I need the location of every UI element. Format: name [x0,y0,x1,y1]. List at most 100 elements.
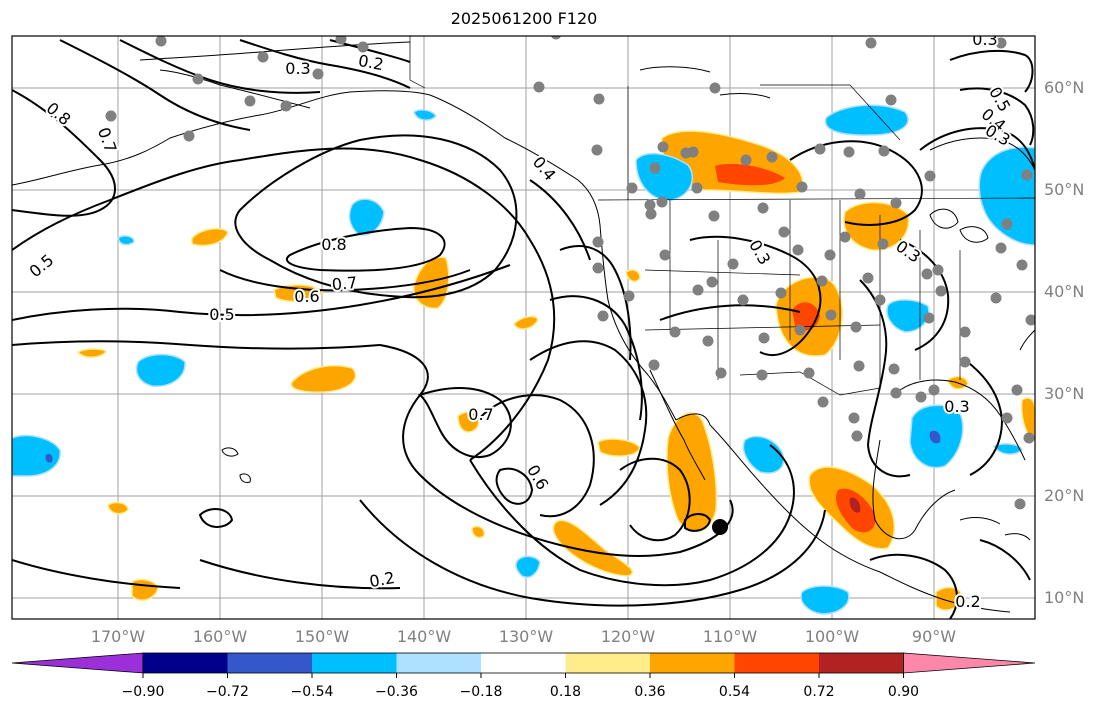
anomaly-patch [625,269,641,283]
station-dot [550,36,562,40]
station-dot [623,290,635,302]
positive-anomaly-fills [76,130,1035,611]
colorbar-tick-label: −0.18 [459,684,503,700]
station-dot [924,170,936,182]
map-content: 0.20.30.80.70.50.80.70.60.50.70.60.20.40… [12,36,1035,619]
colorbar-arrow-high [903,652,1036,674]
latitude-label: 40°N [1044,282,1085,301]
station-dot [862,272,874,284]
colorbar-segment [227,653,313,673]
station-dot [280,100,292,112]
contour-line [219,269,471,292]
contour-label: 0.8 [321,235,346,254]
colorbar-tick-label: 0.54 [718,684,751,700]
contour-line [859,279,911,478]
contour-line [12,340,381,350]
contour-line [12,559,181,589]
station-dot [816,275,828,287]
contour-line [899,239,950,351]
station-dot [817,396,829,408]
longitude-label: 100°W [804,627,860,646]
station-dot [1001,218,1013,230]
station-dot [533,81,545,93]
contour-line [418,387,512,458]
colorbar-segment [819,653,904,673]
station-dot [843,146,855,158]
anomaly-patch [1020,397,1035,441]
station-dot [959,326,971,338]
latitude-label: 50°N [1044,180,1085,199]
station-dot [1014,498,1026,510]
contour-line [12,147,556,461]
station-dot [824,249,836,261]
contour-line [959,87,1035,146]
station-dot [1011,384,1023,396]
colorbar-outline [142,652,904,674]
negative-anomaly-fills [12,104,1035,615]
colorbar-segment [143,653,228,673]
contour-line [619,457,691,542]
contour-line [495,467,534,505]
anomaly-patch [76,348,107,358]
graticule [12,36,1035,619]
colorbar-tick-label: 0.90 [887,684,920,700]
anomaly-patch [117,235,135,246]
station-dot [825,309,837,321]
contour-label: 0.3 [285,59,310,78]
contour-line [469,444,795,587]
contour-line [199,559,401,590]
anomaly-patch [457,411,480,433]
anomaly-patch [843,201,910,251]
colorbar-tick-label: −0.36 [375,684,418,700]
station-dot [659,249,671,261]
contour-line [234,134,518,299]
station-dot [597,310,609,322]
station-dot [775,287,787,299]
contour-line [477,394,595,518]
colorbar-arrow-low [11,652,144,674]
colorbar [11,652,1036,678]
colorbar-tick-label: 0.18 [549,684,582,700]
colorbar-tick-label: −0.72 [206,684,249,700]
station-dot [709,82,721,94]
contour-line [559,245,632,361]
contour-line [659,304,801,321]
station-dot [715,367,727,379]
station-dot [915,391,927,403]
station-dot [757,202,769,214]
station-dot [792,244,804,256]
colorbar-segment [650,653,735,673]
station-dot [839,231,851,243]
station-dot [794,324,806,336]
contour-line [12,264,511,321]
colorbar-tick-label: 0.72 [803,684,835,700]
colorbar-segment [734,653,820,673]
contour-line [529,179,591,261]
longitude-label: 110°W [702,627,758,646]
contour-line [869,553,958,619]
station-dot [105,110,117,122]
contour-label: 0.2 [357,51,385,74]
anomaly-patch [515,555,541,578]
station-dot [848,412,860,424]
anomaly-patch [800,585,850,615]
anomaly-patch [12,434,61,477]
coastlines [12,41,1035,613]
longitude-label: 150°W [294,627,350,646]
anomaly-patch [666,412,718,533]
anomaly-patch [824,104,909,136]
station-dot [865,37,877,49]
longitude-label: 120°W [600,627,656,646]
station-dot [850,321,862,333]
station-dot [649,162,661,174]
station-dot [928,384,940,396]
contour-label: 0.5 [209,305,234,324]
map-frame [11,35,1036,620]
contour-line [359,499,826,607]
station-dot [687,146,699,158]
station-dot [1023,432,1035,444]
station-dot [669,326,681,338]
latitude-label: 20°N [1044,486,1085,505]
colorbar-tick-label: −0.90 [121,684,165,700]
contour-label: 0.7 [331,273,358,294]
